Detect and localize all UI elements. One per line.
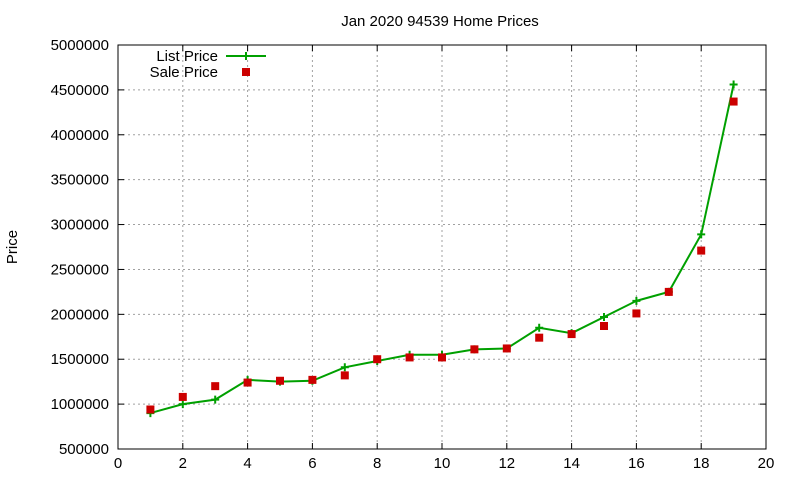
x-tick-label: 8: [373, 455, 381, 472]
data-point-sale-price: [405, 353, 414, 362]
data-point-sale-price: [632, 309, 641, 318]
y-tick-label: 4500000: [51, 82, 109, 99]
plot-area: [146, 80, 738, 418]
legend-label-sale-price: Sale Price: [150, 64, 218, 81]
x-tick-label: 4: [243, 455, 251, 472]
x-tick-label: 0: [114, 455, 122, 472]
data-point-sale-price: [276, 376, 284, 385]
x-tick-label: 12: [498, 455, 515, 472]
y-tick-label: 1000000: [51, 396, 109, 413]
data-point-sale-price: [438, 353, 446, 362]
data-point-list-price: [340, 363, 349, 372]
data-point-sale-price: [567, 330, 576, 339]
data-point-sale-price: [178, 392, 187, 401]
series-line-list-price: [150, 84, 735, 415]
y-tick-label: 3500000: [51, 172, 109, 189]
legend-marker-list-price: [242, 52, 250, 60]
data-point-sale-price: [243, 378, 252, 387]
data-point-sale-price: [600, 322, 608, 331]
data-point-list-price: [729, 80, 738, 89]
data-point-sale-price: [373, 355, 382, 364]
x-tick-label: 10: [434, 455, 451, 472]
data-point-sale-price: [535, 333, 544, 342]
y-tick-label: 2000000: [51, 306, 109, 323]
y-tick-label: 500000: [59, 441, 109, 458]
legend-label-list-price: List Price: [156, 48, 218, 65]
data-point-sale-price: [502, 344, 511, 353]
y-axis-label: Price: [4, 230, 21, 264]
data-point-list-price: [632, 296, 641, 305]
x-tick-label: 2: [179, 455, 187, 472]
chart-title: Jan 2020 94539 Home Prices: [341, 13, 539, 30]
data-point-list-price: [211, 395, 220, 404]
data-point-list-price: [697, 230, 706, 239]
legend-swatch-sale-price: [242, 68, 250, 76]
data-point-list-price: [600, 313, 608, 322]
data-point-sale-price: [146, 405, 155, 414]
y-tick-label: 5000000: [51, 37, 109, 54]
data-point-sale-price: [664, 287, 673, 296]
x-tick-label: 6: [308, 455, 316, 472]
y-tick-label: 2500000: [51, 261, 109, 278]
data-point-sale-price: [308, 375, 317, 384]
x-tick-label: 20: [758, 455, 775, 472]
plot-frame: [117, 44, 767, 450]
data-point-list-price: [535, 323, 544, 332]
x-tick-label: 14: [563, 455, 580, 472]
data-point-list-price: [178, 400, 187, 409]
y-tick-label: 3000000: [51, 217, 109, 234]
data-point-sale-price: [729, 97, 738, 106]
y-tick-label: 4000000: [51, 127, 109, 144]
x-tick-label: 16: [628, 455, 645, 472]
data-point-sale-price: [470, 345, 479, 354]
legend: List Price Sale Price: [150, 48, 266, 81]
data-point-sale-price: [340, 371, 349, 380]
data-point-sale-price: [697, 246, 706, 255]
data-point-sale-price: [211, 382, 220, 391]
axes: 0 2 4 6 8 10 12 14 16 18 20 500000 1000000 1500000 200…: [51, 37, 775, 472]
x-tick-label: 18: [693, 455, 710, 472]
y-tick-label: 1500000: [51, 351, 109, 368]
